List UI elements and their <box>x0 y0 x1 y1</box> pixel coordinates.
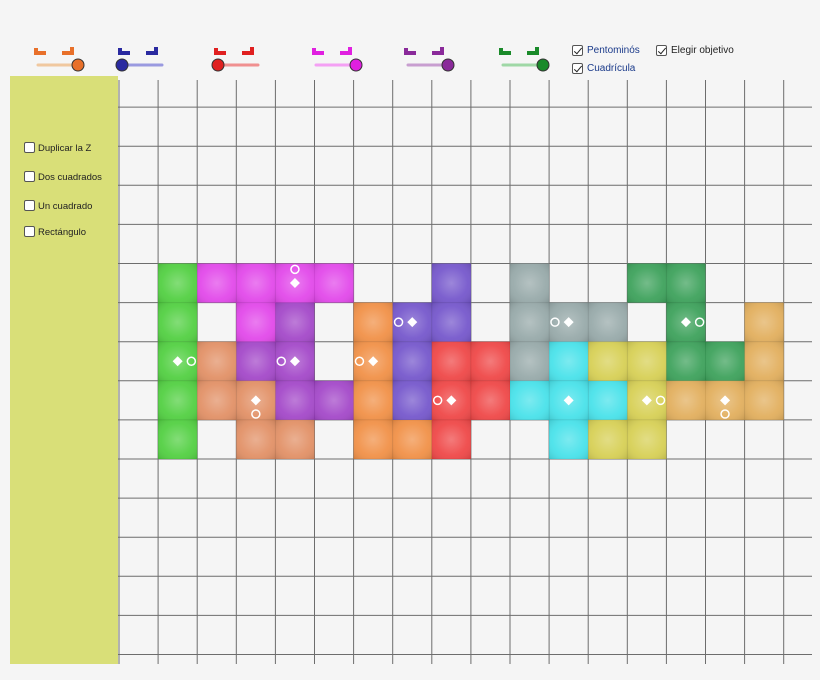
slider-orange[interactable] <box>30 42 90 76</box>
slider-green[interactable] <box>495 42 555 76</box>
cuadricula-checkbox[interactable] <box>572 63 583 74</box>
pentominos-checkbox[interactable] <box>572 45 583 56</box>
slider-purple[interactable] <box>400 42 460 76</box>
pentomino-shape-icon <box>312 47 352 55</box>
rotation-handle[interactable] <box>720 409 730 419</box>
orange-slider-graphic[interactable] <box>30 42 90 76</box>
move-handle[interactable] <box>289 356 300 367</box>
rotation-handle[interactable] <box>694 317 705 327</box>
rotation-handle[interactable] <box>655 395 666 406</box>
rectangulo-label: Rectángulo <box>38 227 87 238</box>
duplicar-z-label: Duplicar la Z <box>38 143 92 154</box>
salmon-piece[interactable] <box>197 341 315 459</box>
gray-piece[interactable] <box>510 263 628 381</box>
rotation-handle[interactable] <box>186 356 197 366</box>
pentomino-shape-icon <box>499 47 539 55</box>
rotation-handle[interactable] <box>550 317 560 327</box>
un-cuadrado-checkbox[interactable] <box>24 200 35 211</box>
red-piece[interactable] <box>431 341 510 459</box>
move-handle[interactable] <box>563 395 574 406</box>
dos-cuadrados-checkbox[interactable] <box>24 171 35 182</box>
orange-piece[interactable] <box>353 302 432 459</box>
red-slider-graphic[interactable] <box>210 42 270 76</box>
rotation-handle[interactable] <box>276 356 287 366</box>
move-handle[interactable] <box>289 278 300 289</box>
green-slider-graphic[interactable] <box>495 42 555 76</box>
purple-slider-graphic[interactable] <box>400 42 460 76</box>
elegir-objetivo-checkbox[interactable] <box>656 45 667 56</box>
rotation-handle[interactable] <box>251 409 261 419</box>
move-handle[interactable] <box>407 317 418 328</box>
slider-knob[interactable] <box>441 58 455 72</box>
rotation-handle[interactable] <box>393 317 404 327</box>
pentomino-shape-icon <box>404 47 444 55</box>
rotation-handle[interactable] <box>290 264 300 275</box>
sidebar: Duplicar la Z Dos cuadrados Un cuadrado … <box>10 76 118 664</box>
rectangulo-checkbox[interactable] <box>24 226 35 237</box>
pentominos-label: Pentominós <box>587 45 640 56</box>
cuadricula-label: Cuadrícula <box>587 63 636 74</box>
slider-magenta[interactable] <box>308 42 368 76</box>
duplicar-z-checkbox[interactable] <box>24 142 35 153</box>
elegir-objetivo-label: Elegir objetivo <box>671 45 734 56</box>
move-handle[interactable] <box>641 395 652 406</box>
slider-knob[interactable] <box>71 58 85 72</box>
rotation-handle[interactable] <box>432 395 443 406</box>
rotation-handle[interactable] <box>354 356 365 366</box>
pentomino-shape-icon <box>34 47 74 55</box>
un-cuadrado-label: Un cuadrado <box>38 201 93 212</box>
slider-knob[interactable] <box>536 58 550 72</box>
dos-cuadrados-label: Dos cuadrados <box>38 172 102 183</box>
slider-red[interactable] <box>210 42 270 76</box>
slider-knob[interactable] <box>349 58 363 72</box>
pentomino-shape-icon <box>118 47 158 55</box>
slider-knob[interactable] <box>211 58 225 72</box>
navy-slider-graphic[interactable] <box>114 42 174 76</box>
pentomino-shape-icon <box>214 47 254 55</box>
move-handle[interactable] <box>250 395 261 406</box>
move-handle[interactable] <box>368 356 379 367</box>
magenta-slider-graphic[interactable] <box>308 42 368 76</box>
toolbar: Pentominós Cuadrícula Elegir objetivo <box>0 0 820 80</box>
indigo-piece[interactable] <box>392 263 471 420</box>
move-handle[interactable] <box>563 317 574 328</box>
move-handle[interactable] <box>720 395 731 406</box>
move-handle[interactable] <box>680 317 691 328</box>
slider-knob[interactable] <box>115 58 129 72</box>
move-handle[interactable] <box>172 356 183 367</box>
magenta-t-piece[interactable] <box>197 263 354 342</box>
green-i-piece[interactable] <box>158 263 198 460</box>
slider-navy[interactable] <box>114 42 174 76</box>
move-handle[interactable] <box>446 395 457 406</box>
